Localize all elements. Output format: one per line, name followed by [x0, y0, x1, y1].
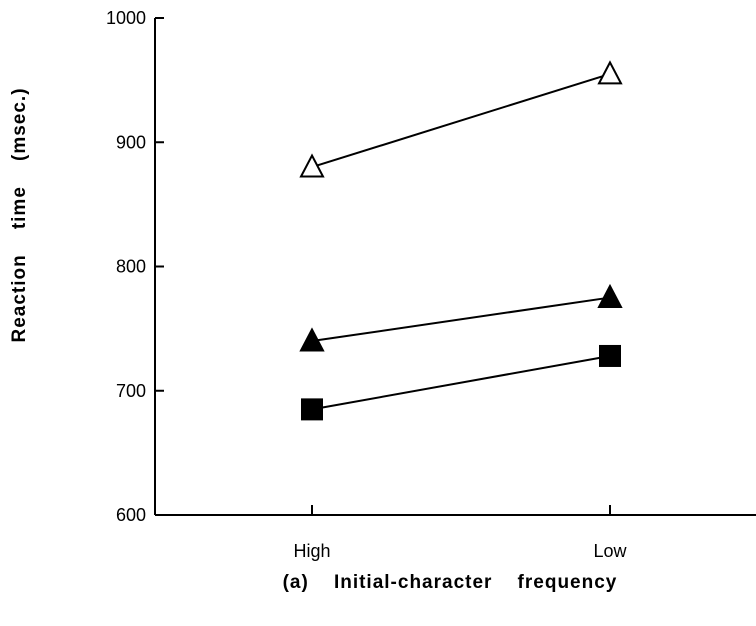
x-axis: High Low: [155, 505, 756, 561]
data-point-triangle-open: [597, 60, 623, 85]
y-tick-label: 600: [116, 505, 146, 525]
y-axis-title: Reaction time (msec.): [9, 87, 30, 342]
data-point-square: [599, 344, 621, 367]
x-tick-label: Low: [593, 541, 627, 561]
data-point-triangle-filled: [597, 283, 623, 309]
y-axis: 600 700 800 900 1000: [106, 8, 164, 525]
series-line: [311, 354, 611, 411]
x-axis-title: (a) Initial-character frequency: [283, 572, 618, 593]
data-point-triangle-filled: [299, 327, 325, 352]
x-tick-label: High: [293, 541, 330, 561]
y-tick-label: 700: [116, 381, 146, 401]
y-tick-label: 800: [116, 257, 146, 277]
y-tick-label: 1000: [106, 8, 146, 28]
y-tick-label: 900: [116, 132, 146, 152]
series-line: [311, 296, 611, 343]
data-point-square: [301, 398, 323, 421]
series-line: [311, 72, 611, 169]
series-layer: [299, 60, 623, 421]
data-point-triangle-open: [299, 153, 325, 178]
